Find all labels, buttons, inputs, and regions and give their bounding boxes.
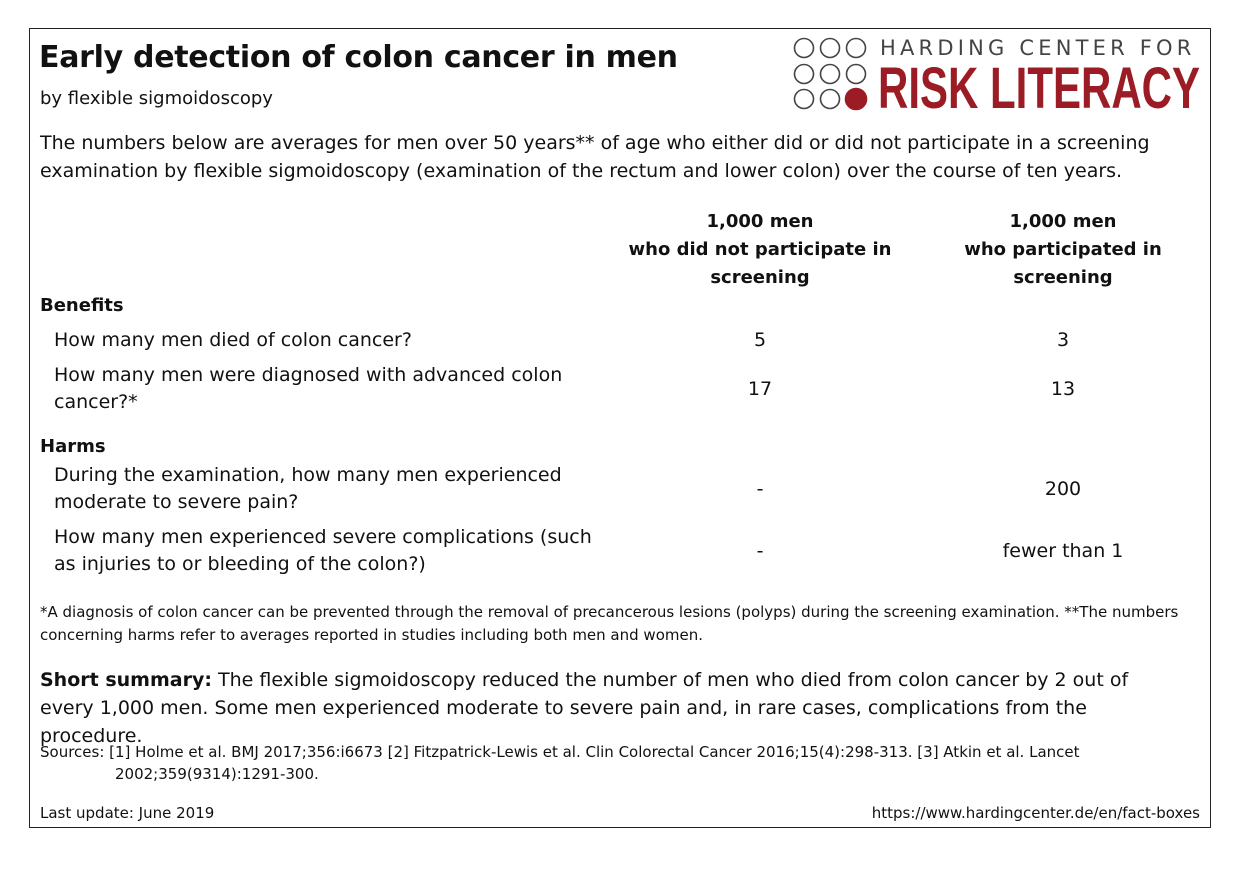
logo-dot	[793, 63, 815, 85]
column-header-screened: 1,000 men who participated in screening	[913, 208, 1213, 292]
column-header-line: screening	[1013, 267, 1113, 288]
logo-dot	[819, 63, 841, 85]
harding-center-logo: HARDING CENTER FOR RISK LITERACY	[793, 36, 1200, 112]
logo-dot	[819, 88, 841, 110]
table-row-question: How many men died of colon cancer?	[54, 329, 412, 351]
column-header-line: who participated in	[964, 239, 1162, 260]
section-harms: Harms	[40, 436, 106, 457]
table-row-question: During the examination, how many men exp…	[54, 464, 562, 513]
logo-line-1: HARDING CENTER FOR	[880, 36, 1196, 60]
source-url-link[interactable]: https://www.hardingcenter.de/en/fact-box…	[871, 804, 1200, 822]
table-row-question: How many men experienced severe complica…	[54, 526, 592, 575]
sources: Sources: [1] Holme et al. BMJ 2017;356:i…	[40, 741, 1160, 785]
logo-line-2: RISK LITERACY	[878, 56, 1200, 112]
table-row-question: How many men were diagnosed with advance…	[54, 364, 563, 413]
short-summary: Short summary: The flexible sigmoidoscop…	[40, 666, 1160, 750]
column-header-line: 1,000 men	[1009, 211, 1117, 232]
logo-dot	[819, 37, 841, 59]
table-cell-control: 5	[753, 329, 767, 351]
logo-dots-icon	[793, 37, 868, 111]
sources-line: Sources: [1] Holme et al. BMJ 2017;356:i…	[40, 743, 1080, 761]
sources-line: 2002;359(9314):1291-300.	[115, 765, 319, 783]
column-header-control: 1,000 men who did not participate in scr…	[610, 208, 910, 292]
table-cell-screened: 200	[1044, 478, 1082, 500]
table-cell-control: -	[756, 478, 764, 500]
page-title: Early detection of colon cancer in men	[39, 40, 678, 75]
last-update: Last update: June 2019	[40, 804, 215, 822]
table-cell-control: -	[756, 540, 764, 562]
summary-label: Short summary:	[40, 669, 212, 691]
footnote: *A diagnosis of colon cancer can be prev…	[40, 603, 1179, 644]
table-cell-screened: 3	[1056, 329, 1070, 351]
column-header-line: screening	[710, 267, 810, 288]
column-header-line: who did not participate in	[628, 239, 892, 260]
logo-dot	[793, 88, 815, 110]
summary-text: The flexible sigmoidoscopy reduced the n…	[40, 669, 1129, 747]
table-cell-control: 17	[747, 378, 773, 400]
logo-dot-filled	[844, 87, 868, 111]
logo-dot	[845, 37, 867, 59]
page-subtitle: by flexible sigmoidoscopy	[40, 88, 273, 109]
logo-dot	[793, 37, 815, 59]
fact-box-frame	[29, 28, 1211, 828]
table-cell-screened: fewer than 1	[1002, 540, 1124, 562]
column-header-line: 1,000 men	[706, 211, 814, 232]
logo-dot	[845, 63, 867, 85]
section-benefits: Benefits	[40, 295, 124, 316]
table-cell-screened: 13	[1050, 378, 1076, 400]
intro-text: The numbers below are averages for men o…	[40, 132, 1150, 182]
